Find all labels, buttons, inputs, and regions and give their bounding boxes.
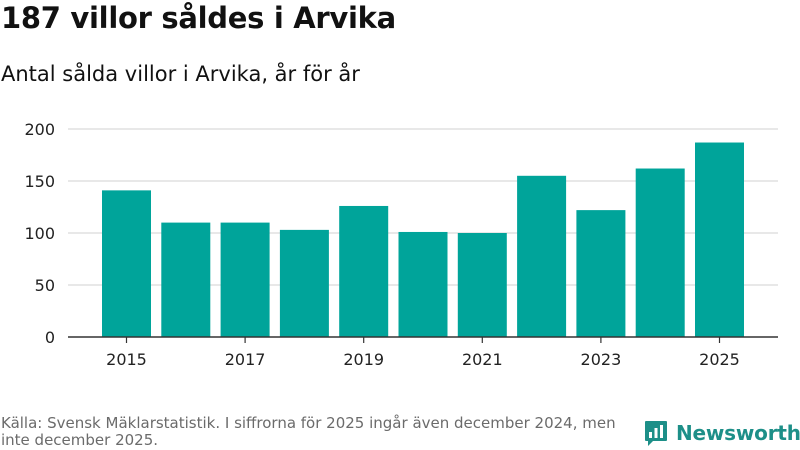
bar-2016 bbox=[161, 222, 211, 337]
source-note: Källa: Svensk Mäklarstatistik. I siffror… bbox=[1, 414, 616, 449]
bar-2023 bbox=[576, 210, 626, 337]
bars bbox=[102, 142, 744, 337]
y-tick-label-200: 200 bbox=[24, 120, 55, 139]
bar-2018 bbox=[279, 229, 329, 337]
bar-2021 bbox=[457, 233, 507, 337]
bar-2025 bbox=[695, 142, 744, 337]
tick-labels: 0 50 100 150 200 2015 2017 2019 2021 2023 2025 bbox=[24, 120, 739, 369]
bar-2022 bbox=[517, 175, 567, 337]
x-tick-label-2019: 2019 bbox=[343, 350, 384, 369]
brand-name: Newsworthy bbox=[676, 421, 800, 445]
bar-2019 bbox=[339, 205, 389, 337]
brand-logo: Newsworthy bbox=[644, 418, 800, 448]
y-tick-label-150: 150 bbox=[24, 172, 55, 191]
bar-chart: 0 50 100 150 200 2015 2017 2019 2021 2023 2025 bbox=[24, 120, 778, 369]
x-tick-label-2015: 2015 bbox=[106, 350, 147, 369]
x-tick-label-2017: 2017 bbox=[225, 350, 266, 369]
bar-2024 bbox=[635, 168, 685, 337]
chart-title: 187 villor såldes i Arvika bbox=[1, 1, 396, 35]
y-tick-label-0: 0 bbox=[45, 328, 55, 347]
x-axis bbox=[68, 336, 778, 343]
y-tick-label-100: 100 bbox=[24, 224, 55, 243]
y-tick-label-50: 50 bbox=[35, 276, 55, 295]
x-tick-label-2021: 2021 bbox=[462, 350, 503, 369]
bar-2017 bbox=[220, 222, 270, 337]
x-tick-label-2025: 2025 bbox=[699, 350, 740, 369]
newsworthy-logo-icon bbox=[645, 421, 667, 446]
chart-subtitle: Antal sålda villor i Arvika, år för år bbox=[1, 62, 360, 86]
bar-2020 bbox=[398, 231, 448, 337]
bar-2015 bbox=[102, 190, 151, 337]
x-tick-label-2023: 2023 bbox=[581, 350, 622, 369]
